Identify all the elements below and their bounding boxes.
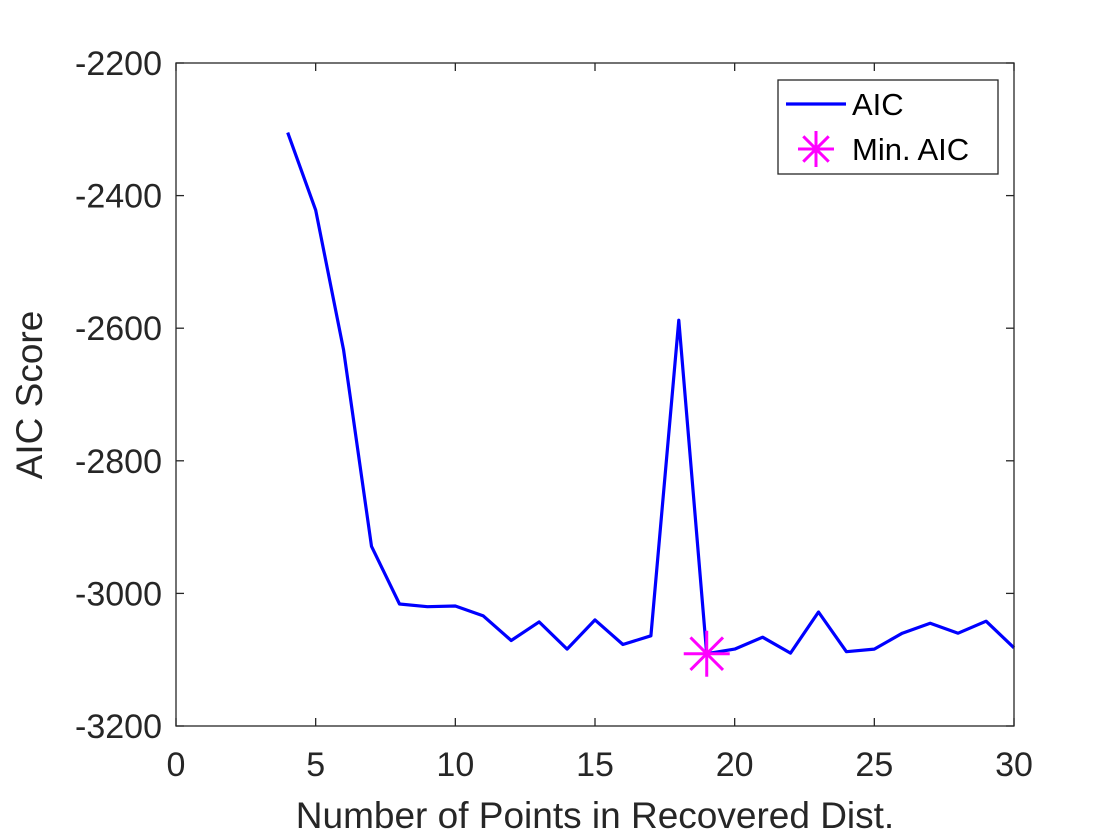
y-axis-title: AIC Score (9, 311, 50, 480)
x-tick-label: 15 (576, 746, 614, 784)
x-tick-label: 0 (167, 746, 186, 784)
y-tick-label: -2800 (75, 443, 162, 481)
legend-label-aic: AIC (852, 87, 904, 122)
x-tick-label: 10 (436, 746, 474, 784)
plot-frame (175, 62, 1015, 727)
x-tick-label: 5 (306, 746, 325, 784)
tick-labels-layer: 0 5 10 15 20 25 30 -3200 -3000 -2800 -2600 -2400 -22… (75, 45, 1033, 784)
legend-swatch-min-aic (798, 131, 834, 167)
x-axis-title: Number of Points in Recovered Dist. (296, 795, 894, 836)
x-tick-label: 30 (995, 746, 1033, 784)
legend-label-min-aic: Min. AIC (852, 132, 969, 167)
y-tick-label: -3200 (75, 708, 162, 746)
legend: AIC Min. AIC (777, 79, 999, 175)
legend-asterisk-icon (798, 131, 834, 167)
y-tick-label: -3000 (75, 575, 162, 613)
y-tick-label: -2200 (75, 45, 162, 83)
series-layer (286, 132, 1016, 677)
x-tick-label: 20 (716, 746, 754, 784)
min-aic-marker (683, 630, 730, 677)
y-tick-label: -2400 (75, 178, 162, 216)
y-tick-label: -2600 (75, 310, 162, 348)
aic-series-line (286, 132, 1016, 656)
x-tick-label: 25 (855, 746, 893, 784)
